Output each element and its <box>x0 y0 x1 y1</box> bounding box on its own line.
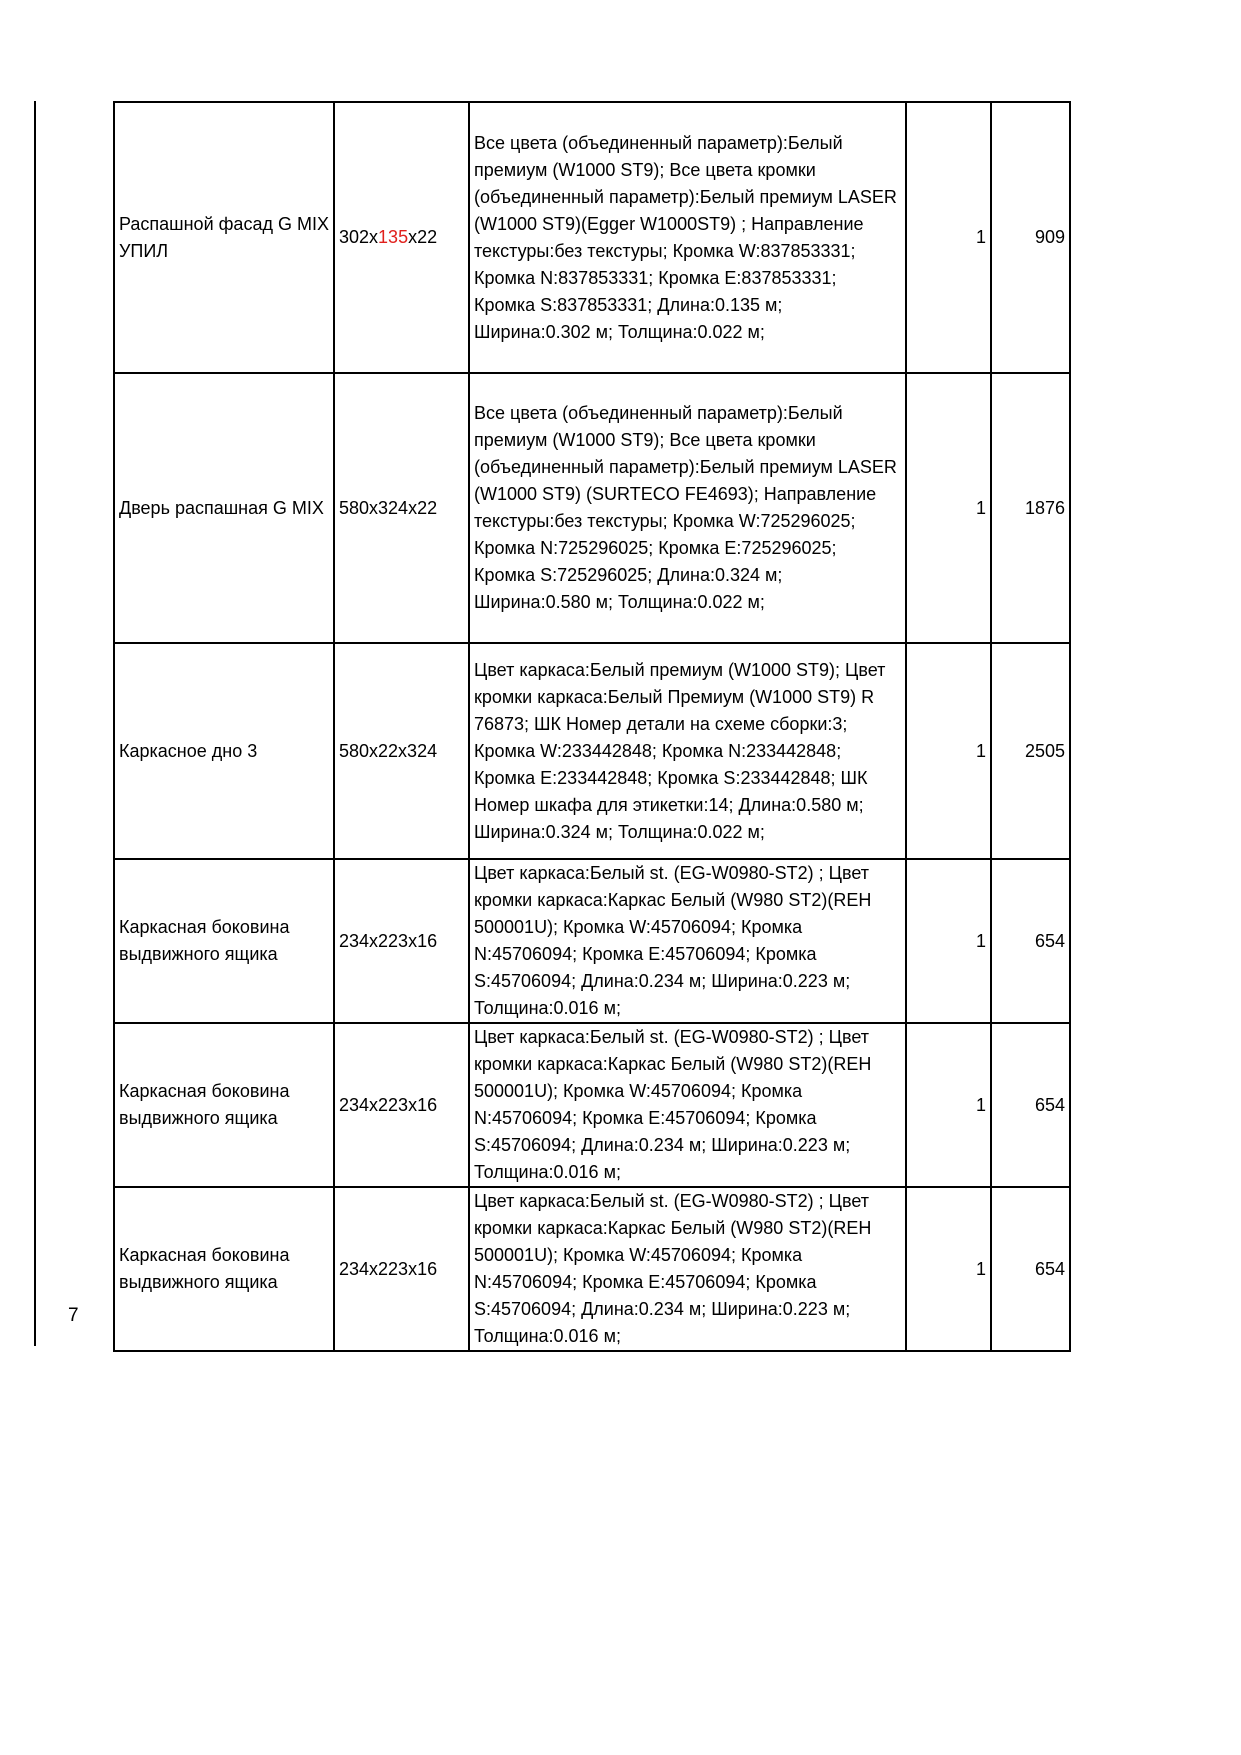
size-prefix: 234x223x16 <box>339 1258 438 1279</box>
part-description: Цвет каркаса:Белый st. (EG-W0980-ST2) ; … <box>468 858 907 1024</box>
part-description: Все цвета (объединенный параметр):Белый … <box>468 372 907 644</box>
part-code: 2505 <box>990 642 1071 860</box>
size-prefix: 234x223x16 <box>339 1094 438 1115</box>
part-size: 234x223x16 <box>333 858 470 1024</box>
part-name: Каркасное дно 3 <box>113 642 335 860</box>
part-code: 909 <box>990 101 1071 374</box>
part-description: Цвет каркаса:Белый st. (EG-W0980-ST2) ; … <box>468 1022 907 1188</box>
size-highlight: 135 <box>378 227 409 247</box>
table-row: Распашной фасад G MIX УПИЛ 302x135x22 Все … <box>113 101 1071 374</box>
size-prefix: 580x22x324 <box>339 740 438 761</box>
page-number: 7 <box>68 1305 79 1326</box>
size-prefix: 580x324x22 <box>339 497 438 518</box>
part-code: 654 <box>990 858 1071 1024</box>
part-quantity: 1 <box>905 642 992 860</box>
part-size: 580x22x324 <box>333 642 470 860</box>
size-prefix: 234x223x16 <box>339 930 438 951</box>
part-description: Все цвета (объединенный параметр):Белый … <box>468 101 907 374</box>
part-name: Дверь распашная G MIX <box>113 372 335 644</box>
part-code: 1876 <box>990 372 1071 644</box>
part-name: Каркасная боковина выдвижного ящика <box>113 1022 335 1188</box>
table-row: Каркасная боковина выдвижного ящика 234x2… <box>113 858 1071 1024</box>
margin-line <box>34 101 36 1346</box>
part-name: Каркасная боковина выдвижного ящика <box>113 858 335 1024</box>
part-size: 234x223x16 <box>333 1186 470 1352</box>
table-row: Каркасная боковина выдвижного ящика 234x2… <box>113 1186 1071 1352</box>
table-row: Каркасное дно 3 580x22x324 Цвет каркаса:Бе… <box>113 642 1071 860</box>
part-description: Цвет каркаса:Белый премиум (W1000 ST9); … <box>468 642 907 860</box>
part-description: Цвет каркаса:Белый st. (EG-W0980-ST2) ; … <box>468 1186 907 1352</box>
part-name: Каркасная боковина выдвижного ящика <box>113 1186 335 1352</box>
part-size: 580x324x22 <box>333 372 470 644</box>
part-quantity: 1 <box>905 372 992 644</box>
part-size: 302x135x22 <box>333 101 470 374</box>
table-row: Дверь распашная G MIX 580x324x22 Все цвета… <box>113 372 1071 644</box>
part-quantity: 1 <box>905 101 992 374</box>
part-name: Распашной фасад G MIX УПИЛ <box>113 101 335 374</box>
table-row: Каркасная боковина выдвижного ящика 234x2… <box>113 1022 1071 1188</box>
size-prefix: 302x <box>339 227 379 247</box>
size-suffix: x22 <box>408 227 438 247</box>
part-code: 654 <box>990 1022 1071 1188</box>
part-quantity: 1 <box>905 858 992 1024</box>
part-size: 234x223x16 <box>333 1022 470 1188</box>
part-quantity: 1 <box>905 1186 992 1352</box>
part-code: 654 <box>990 1186 1071 1352</box>
part-quantity: 1 <box>905 1022 992 1188</box>
parts-table: Распашной фасад G MIX УПИЛ 302x135x22 Все … <box>113 101 1071 1352</box>
